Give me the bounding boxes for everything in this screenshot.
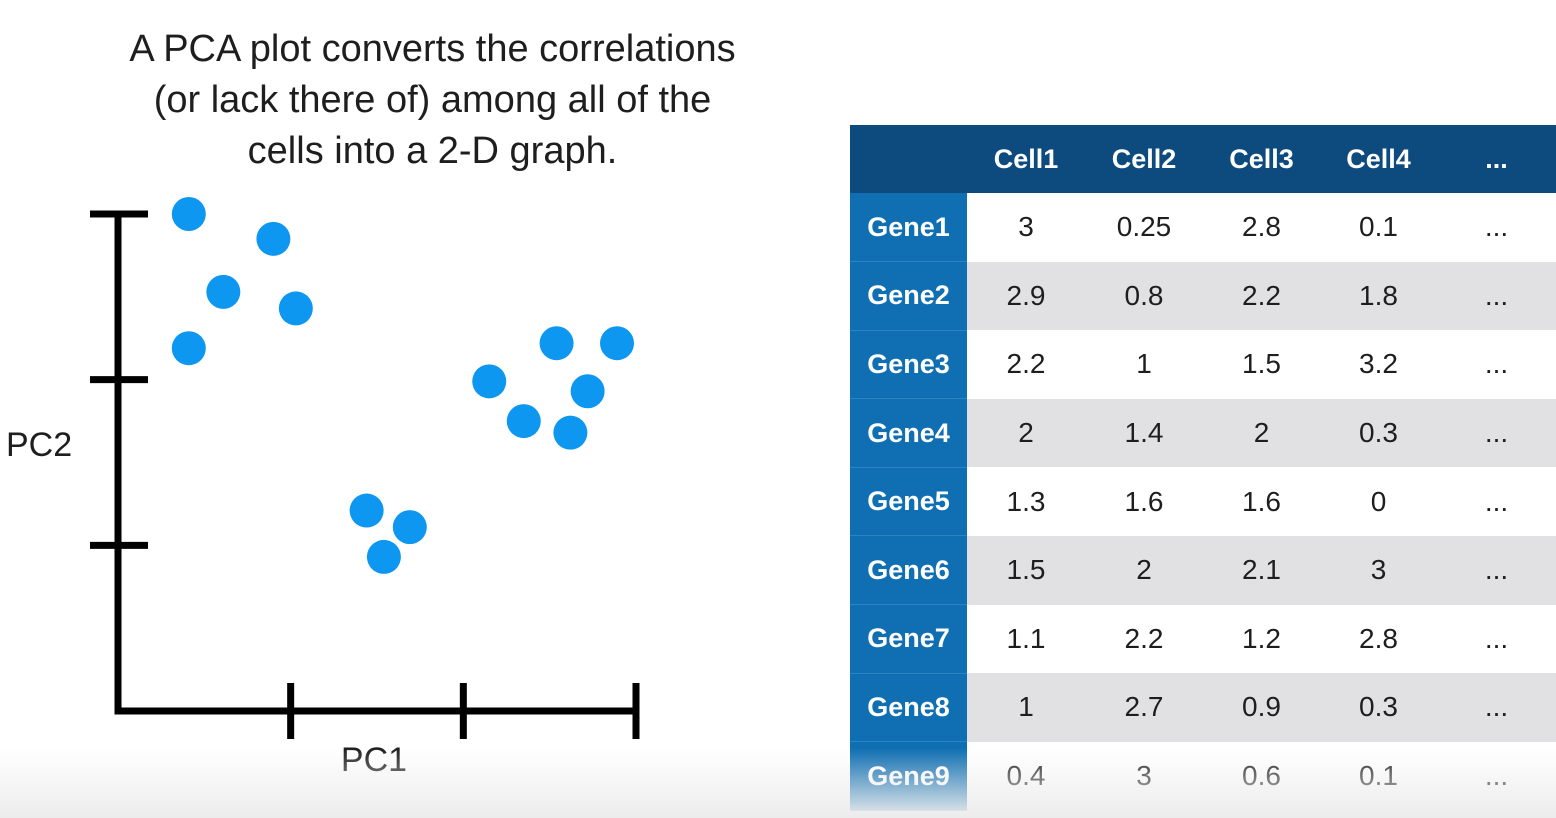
table-cell: ... xyxy=(1437,604,1556,674)
table-cell: ... xyxy=(1437,535,1556,605)
table-cell: 2.7 xyxy=(1085,673,1203,742)
table-cell: ... xyxy=(1437,398,1556,468)
data-point xyxy=(506,404,541,439)
column-header: Cell3 xyxy=(1229,143,1294,174)
row-header: Gene7 xyxy=(850,604,967,674)
row-header: Gene5 xyxy=(850,467,967,537)
y-axis-label: PC2 xyxy=(6,426,72,464)
column-header: Cell4 xyxy=(1346,143,1411,174)
table-cell: ... xyxy=(1437,741,1556,811)
row-header: Gene9 xyxy=(850,741,967,811)
table-row: Gene1 3 0.25 2.8 0.1... xyxy=(850,193,1556,263)
column-header: Cell1 xyxy=(993,143,1059,174)
table-cell: 0.8 xyxy=(1085,261,1203,331)
data-point xyxy=(472,364,507,399)
table-cell: 1.5 xyxy=(967,535,1085,605)
table-cell: 2.8 xyxy=(1320,604,1437,674)
table-cell: 1.1 xyxy=(967,604,1085,674)
table-row: Gene2 2.9 0.8 2.2 1.8... xyxy=(850,261,1556,331)
table-cell: 0.3 xyxy=(1320,398,1437,468)
data-point xyxy=(171,331,206,366)
table-cell: 2 xyxy=(967,398,1085,468)
data-point xyxy=(206,274,241,309)
row-header: Gene4 xyxy=(850,398,967,468)
row-header: Gene1 xyxy=(850,193,967,263)
table-cell: 0.6 xyxy=(1203,741,1320,811)
column-header: Cell2 xyxy=(1111,143,1177,174)
table-cell: 2.1 xyxy=(1203,535,1320,605)
table-cell: 0.3 xyxy=(1320,673,1437,742)
data-point xyxy=(278,291,313,326)
table-row: Gene9 0.4 3 0.6 0.1... xyxy=(850,741,1556,811)
table-cell: 2 xyxy=(1085,535,1203,605)
table-row: Gene6 1.5 2 2.1 3... xyxy=(850,535,1556,606)
table-cell: ... xyxy=(1437,330,1556,399)
table-cell: 0 xyxy=(1320,467,1437,536)
x-axis-label: PC1 xyxy=(341,741,407,779)
data-point xyxy=(256,221,291,256)
table-cell: 2.2 xyxy=(1085,604,1203,674)
table-cell: 3.2 xyxy=(1320,330,1437,399)
table-cell: 1.8 xyxy=(1320,261,1437,331)
row-header: Gene3 xyxy=(850,330,967,400)
row-header: Gene2 xyxy=(850,261,967,331)
table-row: Gene4 2 1.4 2 0.3... xyxy=(850,398,1556,468)
table-cell: 3 xyxy=(967,193,1085,262)
table-cell: 1.2 xyxy=(1203,604,1320,674)
table-cell: 0.1 xyxy=(1320,193,1437,262)
table-row: Gene3 2.2 1 1.5 3.2... xyxy=(850,330,1556,400)
column-header: ... xyxy=(1485,143,1508,174)
table-cell: ... xyxy=(1437,261,1556,331)
pca-scatter-plot: PC1 PC2 xyxy=(6,197,640,779)
data-point xyxy=(553,415,588,450)
table-cell: 0.4 xyxy=(967,741,1085,811)
table-cell: 1.4 xyxy=(1085,398,1203,468)
table-header-row: Cell1 Cell2 Cell3 Cell4 ... xyxy=(850,125,1556,193)
caption-line: A PCA plot converts the correlations xyxy=(129,28,736,70)
caption-line: (or lack there of) among all of the xyxy=(153,79,712,121)
table-cell: 2.9 xyxy=(967,261,1085,331)
caption-line: cells into a 2-D graph. xyxy=(247,130,618,172)
data-point xyxy=(171,197,206,231)
data-point xyxy=(392,510,427,545)
plot-axes xyxy=(90,210,640,739)
table-cell: 3 xyxy=(1320,535,1437,605)
table-cell: 2.2 xyxy=(967,330,1085,399)
table-cell: 0.25 xyxy=(1085,193,1203,262)
data-point xyxy=(349,493,384,528)
caption: A PCA plot converts the correlations (or… xyxy=(60,24,805,177)
table-cell: 3 xyxy=(1085,741,1203,811)
data-point xyxy=(570,374,605,409)
table-cell: 1.6 xyxy=(1203,467,1320,536)
table-cell: 1 xyxy=(1085,330,1203,399)
table-cell: 0.9 xyxy=(1203,673,1320,742)
table-cell: ... xyxy=(1437,467,1556,536)
table-cell: 1 xyxy=(967,673,1085,742)
data-points xyxy=(171,197,635,574)
data-point xyxy=(600,326,635,361)
data-point xyxy=(366,539,401,574)
table-cell: 1.3 xyxy=(967,467,1085,536)
table-cell: 1.6 xyxy=(1085,467,1203,536)
data-point xyxy=(539,326,574,361)
header-corner xyxy=(850,125,967,193)
table-cell: 2.2 xyxy=(1203,261,1320,331)
table-cell: ... xyxy=(1437,673,1556,742)
row-header: Gene8 xyxy=(850,673,967,743)
table-cell: 1.5 xyxy=(1203,330,1320,399)
table-row: Gene8 1 2.7 0.9 0.3... xyxy=(850,673,1556,743)
table-row: Gene7 1.1 2.2 1.2 2.8... xyxy=(850,604,1556,674)
table-cell: 2 xyxy=(1203,398,1320,468)
gene-expression-table: Cell1 Cell2 Cell3 Cell4 ... Gene1 3 0.25 2.… xyxy=(850,125,1556,811)
table-cell: ... xyxy=(1437,193,1556,262)
table-cell: 2.8 xyxy=(1203,193,1320,262)
row-header: Gene6 xyxy=(850,535,967,606)
table-row: Gene5 1.3 1.6 1.6 0... xyxy=(850,467,1556,537)
table-cell: 0.1 xyxy=(1320,741,1437,811)
